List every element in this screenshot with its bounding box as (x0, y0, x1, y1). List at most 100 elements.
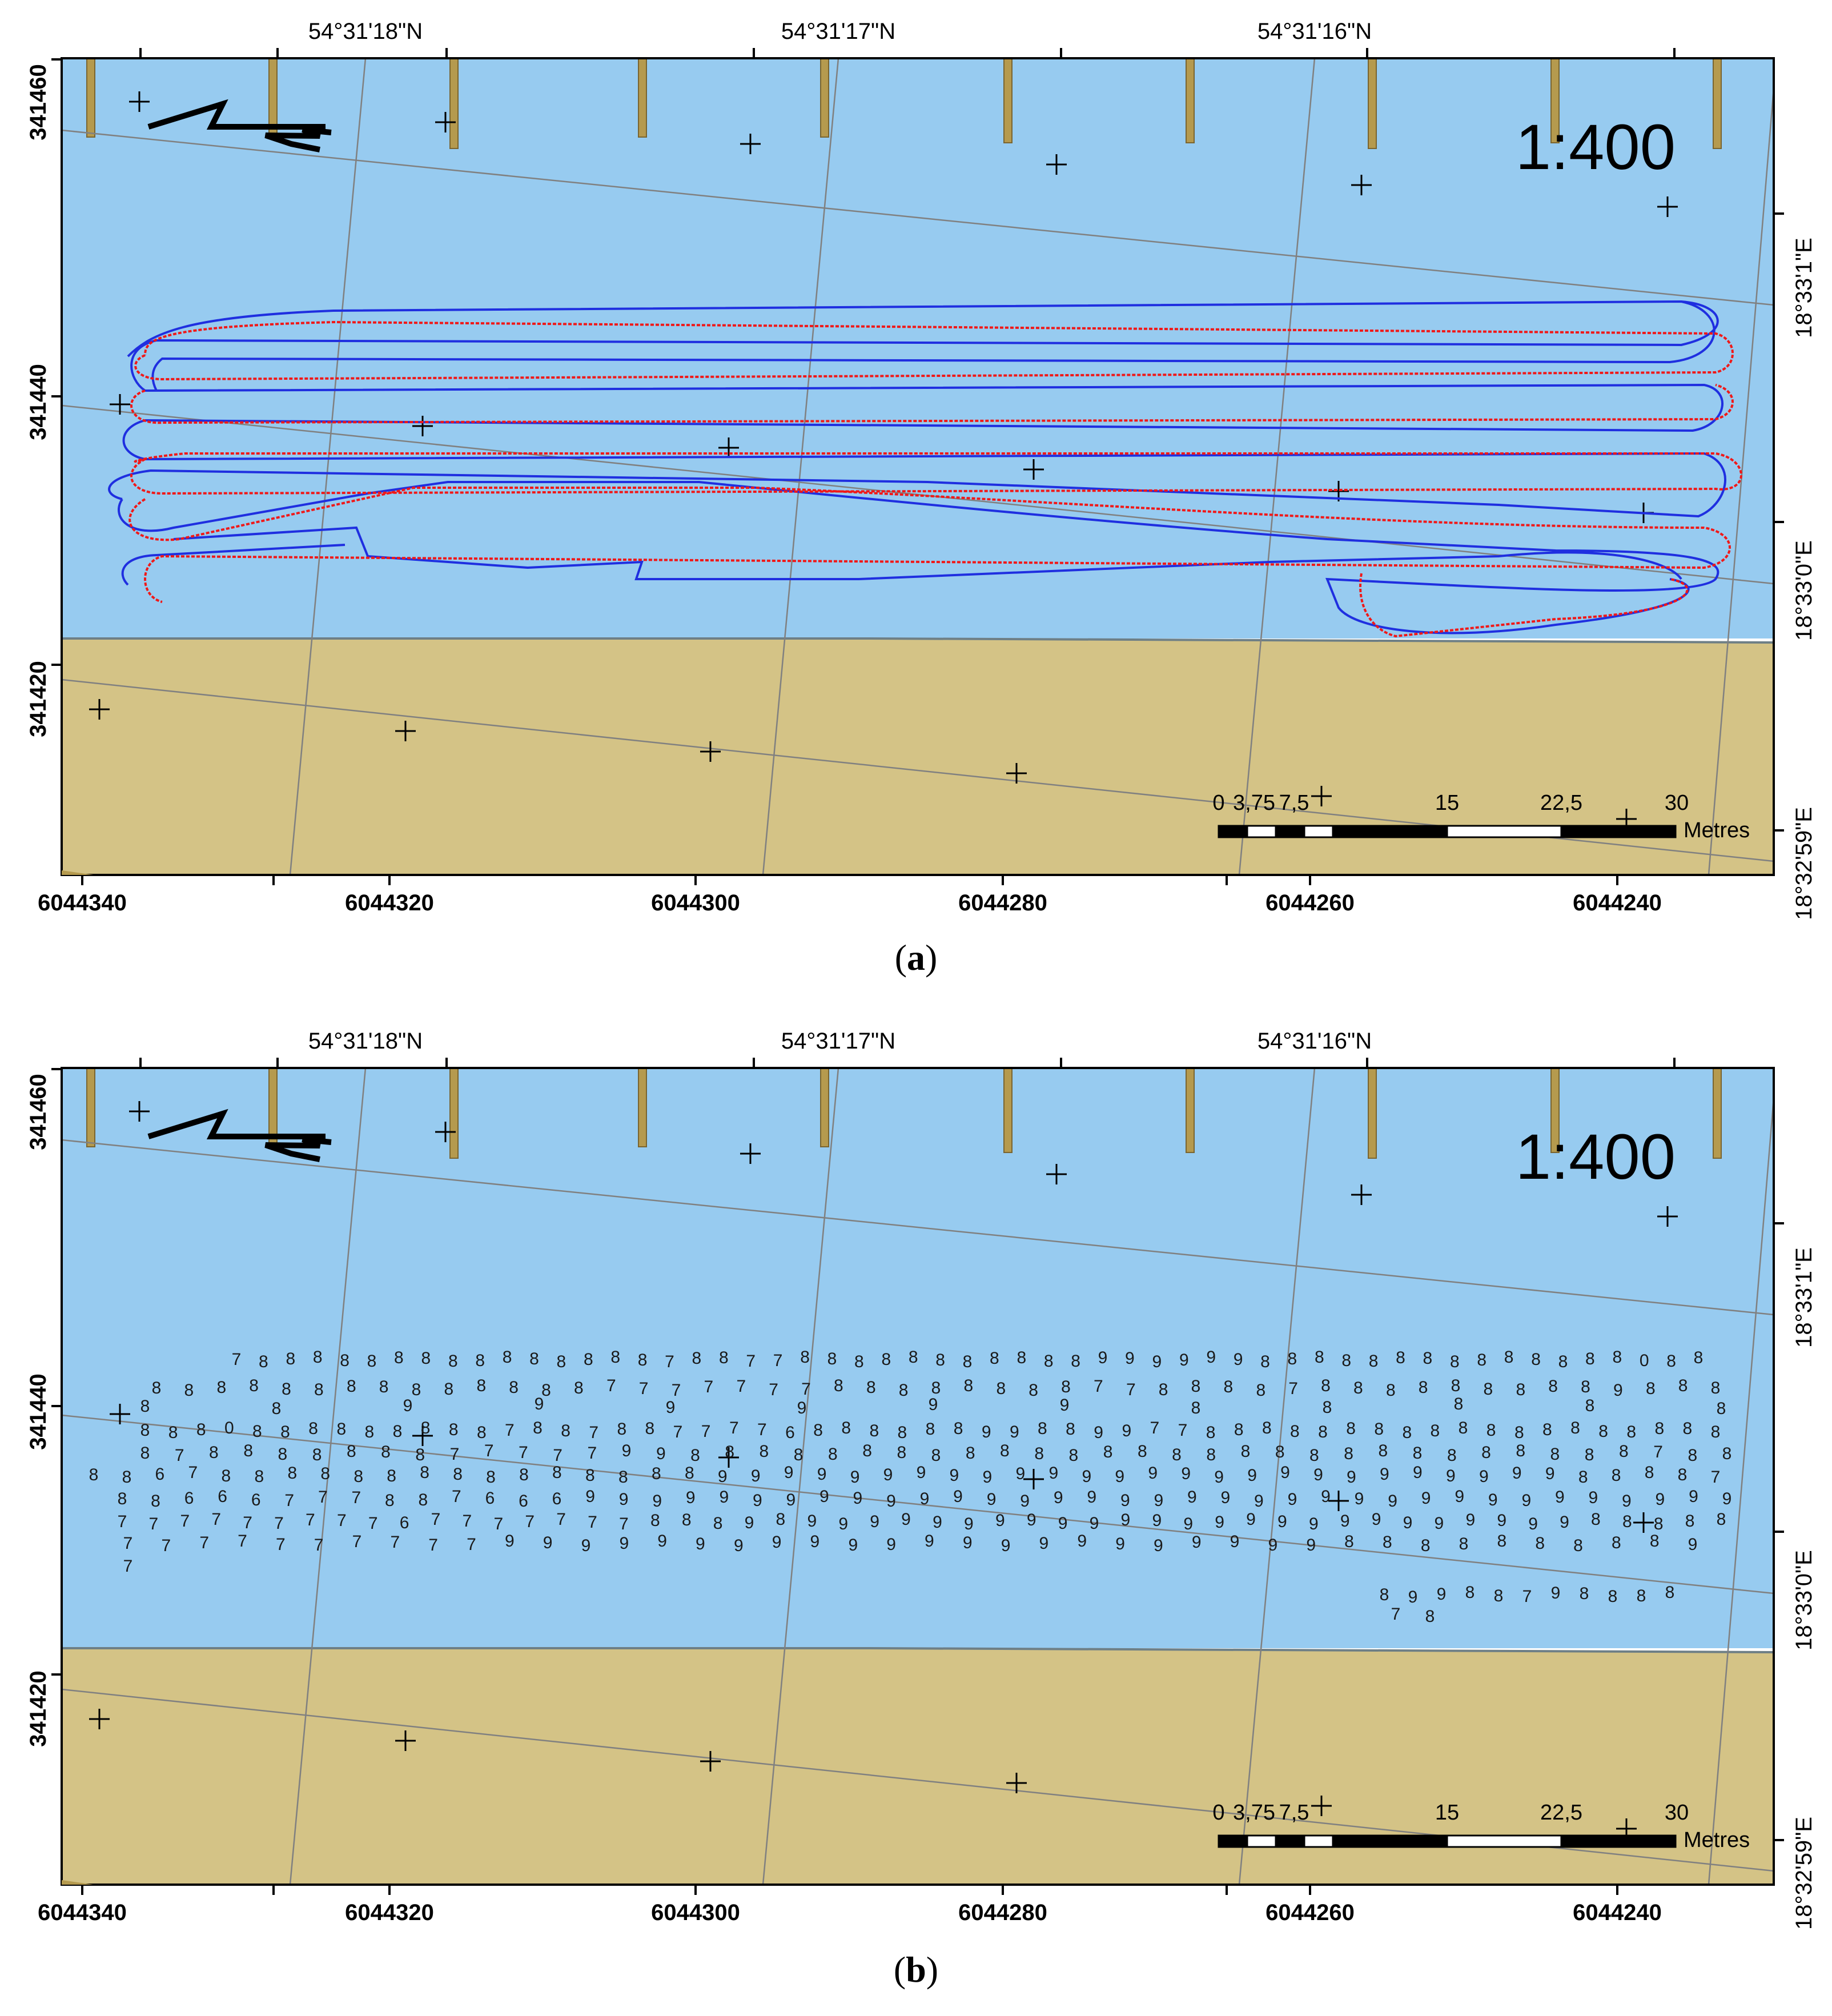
depth-sounding-digit: 9 (1187, 1488, 1197, 1507)
depth-sounding-digit: 9 (619, 1490, 629, 1509)
depth-sounding-digit: 8 (617, 1420, 626, 1439)
depth-sounding-digit: 8 (340, 1351, 349, 1370)
track-blue (108, 300, 1726, 518)
depth-sounding-digit: 9 (1309, 1515, 1319, 1533)
depth-sounding-digit: 8 (1516, 1441, 1525, 1460)
depth-sounding-digit: 8 (1260, 1352, 1270, 1371)
depth-sounding-digit: 9 (1613, 1381, 1623, 1400)
depth-sounding-digit: 8 (1000, 1441, 1010, 1460)
depth-sounding-digit: 9 (1148, 1464, 1158, 1483)
depth-sounding-digit: 9 (656, 1444, 666, 1463)
depth-sounding-digit: 9 (1413, 1463, 1423, 1482)
north-arrow-icon (147, 1109, 332, 1162)
depth-sounding-digit: 8 (1374, 1420, 1384, 1439)
depth-sounding-digit: 7 (1150, 1419, 1160, 1437)
depth-sounding-digit: 9 (505, 1532, 515, 1551)
grid-cross-marker (1046, 154, 1067, 175)
lon-label: 18°33'1"E (1791, 1247, 1817, 1348)
depth-sounding-digit: 8 (1323, 1398, 1332, 1417)
depth-sounding-digit: 8 (367, 1352, 377, 1371)
depth-sounding-digit: 8 (1318, 1423, 1328, 1441)
depth-sounding-digit: 8 (725, 1443, 734, 1461)
depth-sounding-digit: 8 (1224, 1378, 1234, 1396)
depth-sounding-digit: 8 (1581, 1378, 1590, 1396)
depth-sounding-digit: 7 (175, 1446, 184, 1465)
depth-sounding-digit: 7 (1094, 1377, 1103, 1396)
depth-sounding-digit: 8 (561, 1421, 571, 1440)
grid-cross-marker (1351, 1184, 1372, 1205)
pier (1713, 58, 1722, 149)
depth-sounding-digit: 8 (168, 1423, 178, 1442)
depth-sounding-digit: 9 (751, 1467, 761, 1485)
scalebar-label: 22,5 (1540, 791, 1582, 815)
depth-sounding-digit: 9 (1455, 1487, 1464, 1506)
depth-sounding-digit: 8 (1321, 1376, 1331, 1395)
depth-sounding-digit: 8 (935, 1351, 945, 1370)
depth-sounding-digit: 8 (964, 1376, 974, 1395)
depth-sounding-digit: 8 (1344, 1444, 1353, 1463)
depth-sounding-digit: 7 (306, 1511, 315, 1529)
depth-sounding-digit: 8 (259, 1352, 268, 1371)
easting-label: 6044240 (1573, 1900, 1662, 1925)
depth-sounding-digit: 9 (1388, 1492, 1397, 1511)
depth-sounding-digit: 9 (1521, 1491, 1531, 1510)
depth-sounding-digit: 8 (1580, 1584, 1589, 1603)
land-corner (62, 870, 94, 875)
depth-sounding-digit: 8 (1688, 1446, 1697, 1465)
lon-label: 18°32'59"E (1791, 1817, 1817, 1930)
depth-sounding-digit: 7 (318, 1488, 328, 1507)
depth-sounding-digit: 8 (1454, 1395, 1464, 1413)
depth-sounding-digit: 9 (1039, 1534, 1049, 1553)
depth-sounding-digit: 8 (931, 1379, 941, 1397)
depth-sounding-digit: 9 (1512, 1464, 1522, 1483)
depth-sounding-digit: 8 (1558, 1352, 1568, 1371)
scalebar-label: 22,5 (1540, 1801, 1582, 1825)
depth-sounding-digit: 7 (149, 1515, 159, 1533)
grid-cross-marker (89, 699, 110, 720)
depth-sounding-digit: 9 (1488, 1491, 1498, 1509)
depth-sounding-digit: 8 (420, 1463, 429, 1482)
right-lon-labels: 18°33'1"E 18°33'0"E 18°32'59"E (1791, 238, 1817, 920)
depth-sounding-digit: 9 (1120, 1491, 1130, 1510)
map-panel-a: 1:400 54°31'18"N 54°31'17"N 54°31'16"N (14, 14, 1818, 920)
scalebar: 0 3,75 7,5 15 22,5 30 Metres (1212, 791, 1750, 842)
grid-cross-marker (435, 1122, 456, 1142)
depth-sounding-digit: 8 (221, 1467, 231, 1485)
depth-sounding-digit: 8 (682, 1511, 692, 1529)
bottom-easting-labels: 6044340 6044320 6044300 6044280 6044260 … (38, 890, 1662, 915)
depth-sounding-digit: 8 (209, 1443, 219, 1462)
depth-sounding-digit: 9 (1230, 1532, 1240, 1551)
depth-sounding-digit: 8 (638, 1351, 648, 1370)
depth-sounding-digit: 9 (1234, 1350, 1243, 1369)
depth-sounding-digit: 8 (1619, 1442, 1629, 1461)
depth-sounding-digit: 9 (925, 1532, 934, 1551)
land-area (62, 1648, 1774, 1885)
depth-sounding-digit: 7 (1126, 1380, 1136, 1399)
depth-sounding-digit: 8 (841, 1419, 851, 1437)
depth-sounding-digit: 8 (1206, 1423, 1216, 1442)
depth-sounding-digit: 7 (773, 1351, 783, 1370)
depth-sounding-digit: 7 (450, 1445, 460, 1464)
depth-sounding-digit: 7 (284, 1491, 294, 1510)
depth-sounding-digit: 8 (713, 1514, 723, 1533)
lat-label: 54°31'18"N (308, 19, 423, 44)
depth-sounding-digit: 7 (729, 1419, 739, 1437)
easting-label: 6044260 (1265, 890, 1355, 915)
depth-sounding-digit: 8 (1431, 1421, 1440, 1440)
depth-sounding-digit: 8 (184, 1381, 194, 1400)
depth-sounding-digit: 8 (1234, 1420, 1244, 1439)
northing-label: 341460 (26, 64, 51, 140)
depth-sounding-digit: 8 (1542, 1420, 1552, 1439)
depth-sounding-digit: 8 (996, 1379, 1006, 1398)
depth-sounding-digit: 8 (1066, 1420, 1075, 1439)
grid-line (1238, 58, 1316, 876)
depth-sounding-digit: 9 (543, 1533, 553, 1552)
depth-sounding-digit: 9 (1215, 1513, 1224, 1532)
depth-sounding-digit: 8 (353, 1467, 363, 1486)
depth-sounding-digit: 8 (1459, 1419, 1468, 1437)
depth-sounding-digit: 8 (909, 1348, 918, 1367)
depth-sounding-digit: 8 (486, 1468, 496, 1487)
depth-sounding-digit: 8 (760, 1442, 769, 1461)
depth-sounding-digit: 8 (827, 1350, 837, 1368)
depth-sounding-digit: 7 (505, 1421, 515, 1440)
